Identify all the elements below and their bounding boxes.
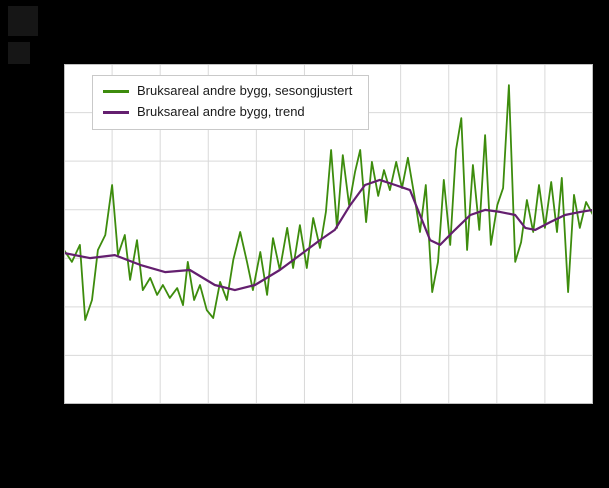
trend-line [64,178,593,292]
plot-border [64,64,593,404]
legend-item-sesongjustert: Bruksareal andre bygg, sesongjustert [103,83,352,99]
legend-swatch-sesongjustert [103,89,129,93]
legend-item-trend: Bruksareal andre bygg, trend [103,104,352,120]
logo-placeholder [8,6,38,36]
plot-area: Bruksareal andre bygg, sesongjustert Bru… [64,64,593,404]
legend-swatch-trend [103,110,129,114]
legend-label-trend: Bruksareal andre bygg, trend [137,104,305,120]
legend: Bruksareal andre bygg, sesongjustert Bru… [92,75,370,130]
sesongjustert-line [64,84,593,321]
legend-label-sesongjustert: Bruksareal andre bygg, sesongjustert [137,83,353,98]
logo-placeholder [8,42,30,64]
